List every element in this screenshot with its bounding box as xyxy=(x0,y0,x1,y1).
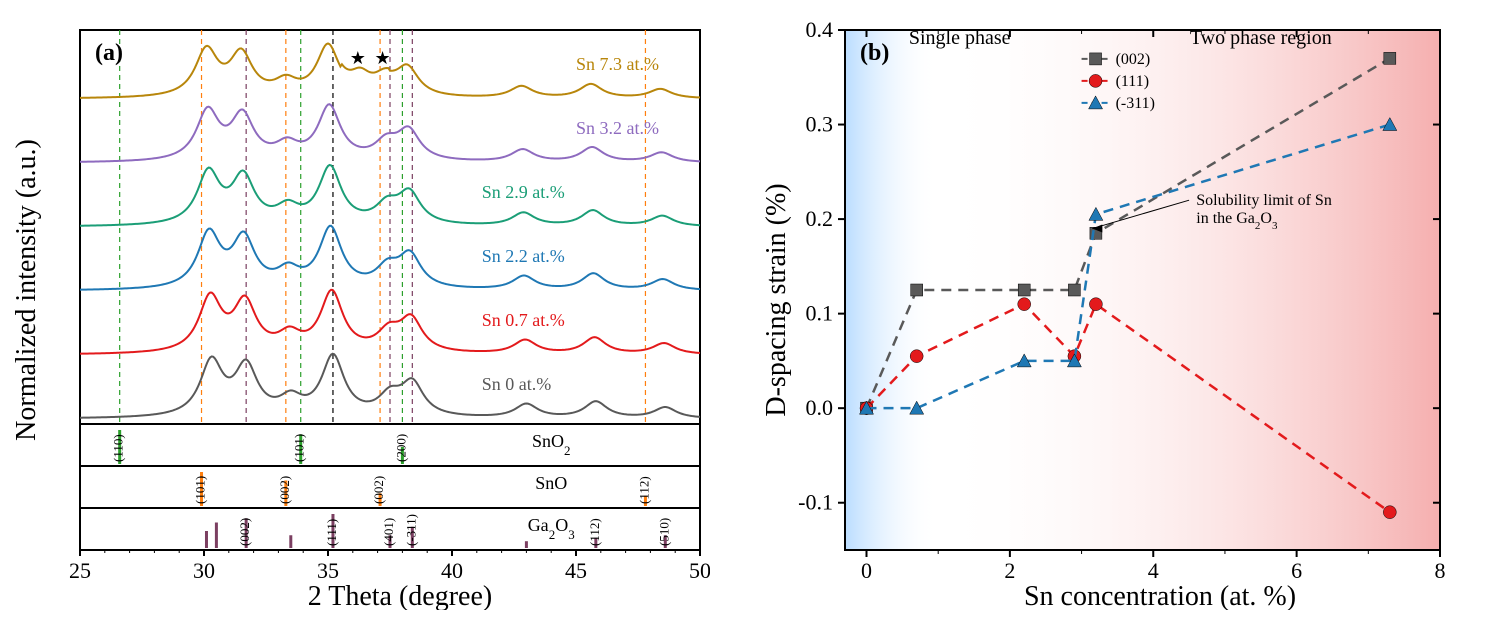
data-point xyxy=(1089,298,1102,311)
annotation-text: Solubility limit of Sn xyxy=(1196,192,1332,209)
xtick-label: 25 xyxy=(69,558,91,583)
xtick-label: 35 xyxy=(317,558,339,583)
xrd-chart: Normalized intensity (a.u.) 2 Theta (deg… xyxy=(10,10,710,610)
miller-index: (002) xyxy=(237,518,252,546)
star-marker: ★ xyxy=(350,48,366,68)
legend-label: (111) xyxy=(1116,73,1149,90)
xtick-label: 40 xyxy=(441,558,463,583)
ytick-label: 0.0 xyxy=(806,395,834,420)
ref-card-name: Ga2O3 xyxy=(528,515,575,542)
miller-index: (112) xyxy=(587,518,602,546)
miller-index: (111) xyxy=(324,519,339,546)
ytick-label: -0.1 xyxy=(798,490,833,515)
miller-index: (002) xyxy=(371,476,386,504)
data-point xyxy=(1068,284,1080,296)
strain-chart: D-spacing strain (%) Sn concentration (a… xyxy=(760,10,1460,610)
xtick-label: 8 xyxy=(1435,558,1446,583)
xtick-label: 50 xyxy=(689,558,710,583)
data-point xyxy=(1383,506,1396,519)
miller-index: (101) xyxy=(292,434,307,462)
xtick-label: 45 xyxy=(565,558,587,583)
ytick-label: 0.4 xyxy=(806,17,834,42)
region-two-label: Two phase region xyxy=(1190,27,1332,49)
panel-b: D-spacing strain (%) Sn concentration (a… xyxy=(760,10,1460,610)
star-marker: ★ xyxy=(374,48,390,68)
trace-label: Sn 3.2 at.% xyxy=(576,118,659,138)
miller-index: (101) xyxy=(193,476,208,504)
region-single-label: Single phase xyxy=(909,27,1011,49)
xtick-label: 30 xyxy=(193,558,215,583)
trace-label: Sn 7.3 at.% xyxy=(576,54,659,74)
panel-a-ylabel: Normalized intensity (a.u.) xyxy=(11,139,42,441)
trace-label: Sn 2.2 at.% xyxy=(482,246,565,266)
trace-label: Sn 2.9 at.% xyxy=(482,182,565,202)
miller-index: (110) xyxy=(111,434,126,462)
trace-label: Sn 0.7 at.% xyxy=(482,310,565,330)
miller-index: (002) xyxy=(277,476,292,504)
panel-b-ylabel: D-spacing strain (%) xyxy=(761,183,792,416)
panel-a: Normalized intensity (a.u.) 2 Theta (deg… xyxy=(10,10,710,610)
miller-index: (112) xyxy=(636,476,651,504)
panel-a-xlabel: 2 Theta (degree) xyxy=(308,581,493,610)
legend-label: (-311) xyxy=(1116,95,1155,112)
data-point xyxy=(1018,284,1030,296)
ref-card-name: SnO xyxy=(535,473,567,493)
miller-index: (510) xyxy=(656,518,671,546)
panel-b-xlabel: Sn concentration (at. %) xyxy=(1024,581,1296,610)
data-point xyxy=(911,284,923,296)
xtick-label: 0 xyxy=(861,558,872,583)
ytick-label: 0.1 xyxy=(806,301,834,326)
data-point xyxy=(1384,52,1396,64)
data-point xyxy=(910,350,923,363)
legend-label: (002) xyxy=(1116,51,1151,68)
miller-index: (200) xyxy=(393,434,408,462)
ref-card-name: SnO2 xyxy=(532,431,571,458)
data-point xyxy=(1018,298,1031,311)
miller-index: (-311) xyxy=(403,514,418,546)
ytick-label: 0.3 xyxy=(806,112,834,137)
xtick-label: 6 xyxy=(1291,558,1302,583)
xtick-label: 4 xyxy=(1148,558,1159,583)
legend-marker xyxy=(1090,53,1102,65)
xtick-label: 2 xyxy=(1004,558,1015,583)
miller-index: (401) xyxy=(381,518,396,546)
ytick-label: 0.2 xyxy=(806,206,834,231)
panel-a-tag: (a) xyxy=(95,40,123,66)
legend-marker xyxy=(1089,74,1102,87)
trace-label: Sn 0 at.% xyxy=(482,374,552,394)
panel-b-tag: (b) xyxy=(860,40,889,66)
